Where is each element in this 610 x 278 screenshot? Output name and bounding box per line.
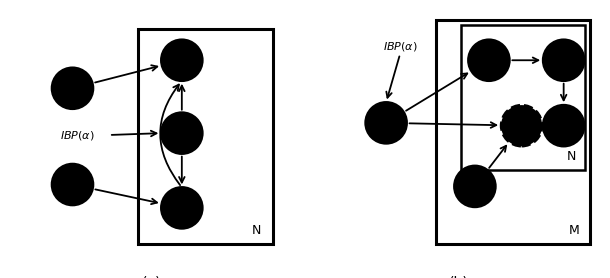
Bar xyxy=(461,25,585,170)
Text: N: N xyxy=(252,224,261,237)
Text: $Y_n$: $Y_n$ xyxy=(174,200,189,215)
Text: $\bar{\xi}_m$: $\bar{\xi}_m$ xyxy=(514,118,529,134)
Text: $IBP(\alpha)$: $IBP(\alpha)$ xyxy=(383,40,417,53)
Circle shape xyxy=(454,166,495,207)
Text: $Z_n$: $Z_n$ xyxy=(174,126,190,141)
Circle shape xyxy=(543,105,584,146)
Text: $W$: $W$ xyxy=(65,82,80,95)
Text: $Y_{mn}$: $Y_{mn}$ xyxy=(553,119,574,133)
Circle shape xyxy=(501,105,542,146)
Circle shape xyxy=(543,40,584,81)
Bar xyxy=(138,29,273,244)
Circle shape xyxy=(161,40,203,81)
Text: $X_n$: $X_n$ xyxy=(174,53,190,68)
Circle shape xyxy=(52,164,93,205)
Text: (b): (b) xyxy=(449,275,468,278)
Text: $\eta$: $\eta$ xyxy=(68,178,77,192)
Text: $\eta_m$: $\eta_m$ xyxy=(467,180,483,192)
Circle shape xyxy=(365,102,407,143)
Circle shape xyxy=(161,187,203,229)
Text: (a): (a) xyxy=(142,275,161,278)
Text: N: N xyxy=(567,150,576,163)
Circle shape xyxy=(52,68,93,109)
Text: $Z$: $Z$ xyxy=(381,116,392,129)
Circle shape xyxy=(468,40,509,81)
Text: $IBP(\alpha)$: $IBP(\alpha)$ xyxy=(60,128,95,142)
Text: $W_{mn}$: $W_{mn}$ xyxy=(476,53,501,67)
Text: M: M xyxy=(569,224,579,237)
Text: $X_{mn}$: $X_{mn}$ xyxy=(553,53,575,67)
Bar xyxy=(436,20,590,244)
Circle shape xyxy=(161,113,203,154)
